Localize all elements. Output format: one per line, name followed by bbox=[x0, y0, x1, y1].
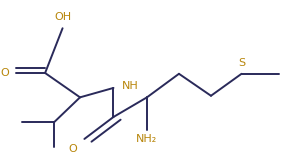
Text: NH: NH bbox=[122, 81, 139, 91]
Text: O: O bbox=[0, 68, 9, 78]
Text: S: S bbox=[238, 57, 245, 68]
Text: OH: OH bbox=[54, 12, 71, 22]
Text: O: O bbox=[68, 144, 77, 154]
Text: NH₂: NH₂ bbox=[136, 134, 158, 144]
